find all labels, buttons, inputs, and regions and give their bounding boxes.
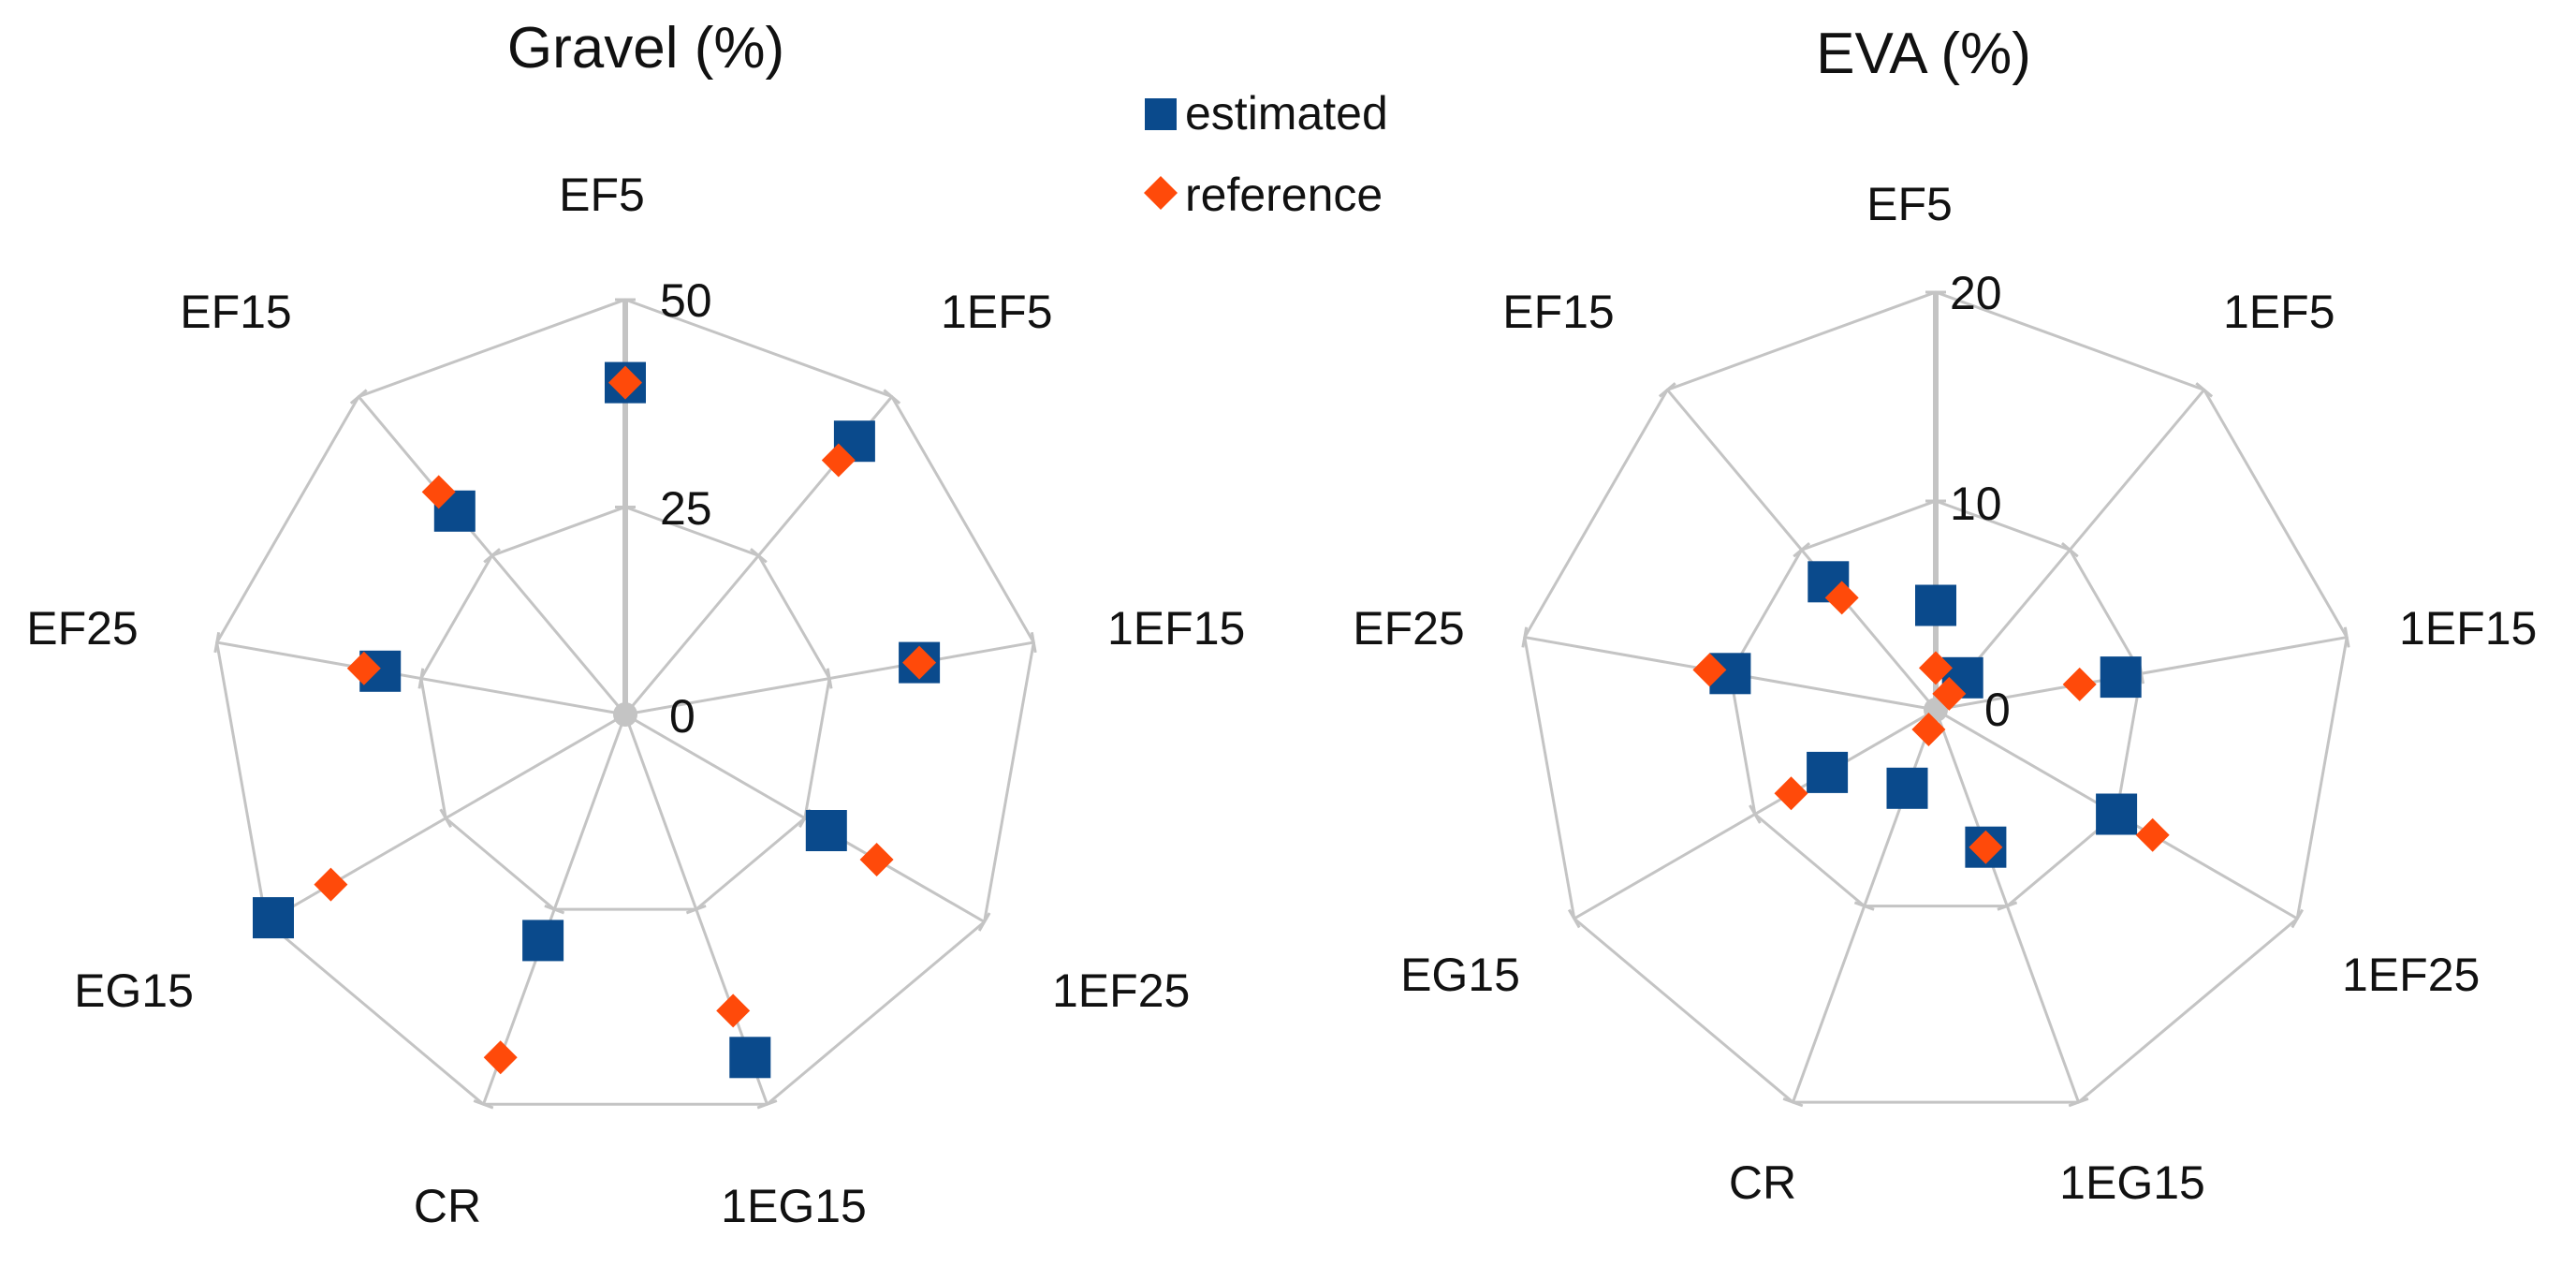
eva-reference-point bbox=[2135, 817, 2170, 852]
eva-tick-label: 20 bbox=[1950, 267, 2002, 319]
gravel-reference-point bbox=[421, 475, 456, 509]
gravel-reference-point bbox=[483, 1040, 518, 1075]
gravel-estimated-point bbox=[253, 897, 294, 939]
eva-tick-mark bbox=[1793, 541, 1811, 558]
gravel-reference-point bbox=[608, 365, 642, 400]
gravel-tick-mark bbox=[213, 631, 221, 654]
gravel-category-label: 1EF15 bbox=[1107, 602, 1245, 655]
gravel-radar-chart: Gravel (%) 0 25 50 EF5 1EF5 1EF15 1EF25 1EG15 CR E… bbox=[26, 16, 1245, 1232]
gravel-grid-ring-2 bbox=[215, 298, 1035, 1106]
eva-tick-mark bbox=[1749, 804, 1762, 824]
gravel-reference-point bbox=[716, 994, 751, 1028]
gravel-tick-mark bbox=[685, 904, 707, 915]
eva-category-label: 1EF15 bbox=[2399, 602, 2537, 655]
eva-reference-point bbox=[1932, 676, 1967, 711]
eva-reference-point bbox=[1969, 830, 2003, 864]
eva-reference-point bbox=[1911, 713, 1946, 746]
gravel-tick-mark bbox=[349, 389, 368, 405]
eva-tick-mark bbox=[1782, 1097, 1804, 1108]
gravel-category-label: 1EF25 bbox=[1052, 964, 1190, 1017]
gravel-center-hub bbox=[613, 702, 637, 727]
legend-reference-label: reference bbox=[1185, 169, 1383, 221]
eva-tick-mark bbox=[2291, 908, 2305, 929]
gravel-tick-mark bbox=[977, 912, 991, 932]
eva-category-label: EG15 bbox=[1400, 949, 1520, 1001]
eva-estimated-point bbox=[1807, 751, 1849, 793]
gravel-reference-point bbox=[859, 843, 894, 876]
eva-reference-point bbox=[1774, 776, 1808, 811]
gravel-tick-mark bbox=[1030, 631, 1037, 654]
eva-category-label: 1EF5 bbox=[2223, 286, 2335, 338]
gravel-tick-mark bbox=[826, 668, 833, 689]
gravel-chart-title: Gravel (%) bbox=[507, 16, 784, 81]
eva-tick-label: 0 bbox=[1984, 684, 2011, 736]
gravel-category-label: EF25 bbox=[26, 602, 139, 655]
gravel-grid-ring-1 bbox=[419, 505, 831, 911]
gravel-tick-label: 50 bbox=[660, 274, 712, 327]
gravel-reference-point bbox=[821, 443, 856, 478]
eva-category-label: 1EF25 bbox=[2342, 949, 2480, 1001]
eva-category-label: CR bbox=[1729, 1156, 1796, 1209]
eva-estimated-point bbox=[1886, 767, 1928, 809]
gravel-tick-mark bbox=[749, 548, 768, 564]
eva-tick-mark bbox=[1658, 382, 1676, 398]
gravel-tick-mark bbox=[483, 548, 502, 564]
gravel-estimated-point bbox=[805, 810, 847, 851]
gravel-category-label: 1EG15 bbox=[721, 1180, 867, 1232]
gravel-tick-mark bbox=[417, 668, 425, 689]
eva-grid-ring-2 bbox=[1523, 290, 2349, 1104]
gravel-estimated-point bbox=[522, 920, 564, 962]
eva-reference-point bbox=[1919, 651, 1953, 685]
gravel-tick-mark bbox=[439, 808, 452, 829]
eva-chart-title: EVA (%) bbox=[1816, 22, 2031, 86]
eva-tick-mark bbox=[2195, 382, 2214, 398]
gravel-estimated-point bbox=[729, 1037, 771, 1079]
eva-tick-mark bbox=[2068, 1097, 2089, 1108]
eva-tick-mark bbox=[1853, 901, 1875, 911]
eva-estimated-point bbox=[2096, 793, 2138, 835]
eva-grid-ring-1 bbox=[1728, 499, 2144, 908]
gravel-category-label: EF15 bbox=[180, 286, 292, 338]
legend-reference-marker bbox=[1144, 176, 1178, 210]
eva-tick-mark bbox=[1521, 626, 1529, 648]
eva-reference-point bbox=[1692, 653, 1727, 687]
eva-tick-mark bbox=[1567, 908, 1581, 929]
eva-category-label: EF25 bbox=[1353, 602, 1465, 655]
eva-reference-point bbox=[1824, 581, 1859, 615]
eva-tick-mark bbox=[2343, 626, 2350, 648]
gravel-category-label: EG15 bbox=[74, 964, 194, 1017]
gravel-tick-label: 0 bbox=[669, 690, 695, 743]
gravel-category-label: EF5 bbox=[559, 169, 645, 221]
eva-category-label: EF5 bbox=[1866, 178, 1953, 230]
gravel-reference-point bbox=[902, 645, 937, 680]
gravel-tick-mark bbox=[544, 904, 565, 915]
eva-tick-label: 10 bbox=[1950, 478, 2002, 530]
gravel-tick-label: 25 bbox=[660, 482, 712, 535]
gravel-category-label: CR bbox=[414, 1180, 481, 1232]
legend-estimated-marker bbox=[1145, 98, 1177, 130]
eva-category-label: 1EG15 bbox=[2059, 1156, 2205, 1209]
gravel-tick-mark bbox=[756, 1099, 778, 1110]
gravel-tick-mark bbox=[883, 389, 901, 405]
gravel-reference-point bbox=[314, 867, 348, 902]
eva-tick-mark bbox=[1997, 901, 2018, 911]
gravel-tick-mark bbox=[473, 1099, 494, 1110]
eva-estimated-point bbox=[1915, 584, 1956, 626]
eva-estimated-point bbox=[2100, 656, 2142, 699]
eva-category-label: EF15 bbox=[1502, 286, 1615, 338]
eva-tick-mark bbox=[2060, 541, 2079, 558]
legend-estimated-label: estimated bbox=[1185, 87, 1388, 140]
legend: estimated reference bbox=[1144, 87, 1388, 221]
eva-reference-point bbox=[2062, 667, 2097, 701]
eva-radar-chart: EVA (%) 0 10 20 EF5 1EF5 1EF15 1EF25 1EG15 CR EG15… bbox=[1353, 22, 2537, 1209]
gravel-category-label: 1EF5 bbox=[941, 286, 1053, 338]
gravel-reference-point bbox=[346, 651, 381, 685]
